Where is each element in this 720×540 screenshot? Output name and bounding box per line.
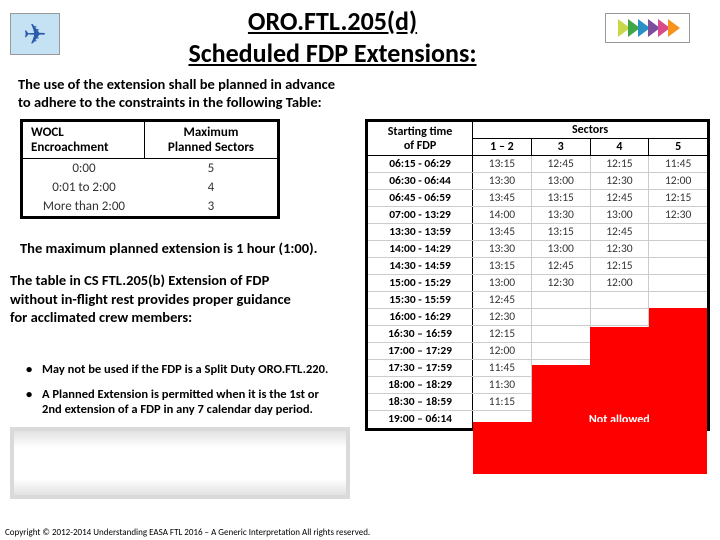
chevron-progress-icon [605,13,690,43]
wocl-header-encroachment: WOCLEncroachment [23,122,145,158]
not-allowed-zone [473,422,707,474]
bullet-highlight-frame [10,427,350,499]
sector-col-header: 3 [532,139,591,155]
cs-ftl-note: The table in CS FTL.205(b) Extension of … [10,271,350,325]
bullet-item: • A Planned Extension is permitted when … [20,387,350,417]
table-row: 0:01 to 2:004 [23,178,277,197]
table-row: 14:00 - 14:2913:3013:0012:30 [368,241,707,258]
table-row: 13:30 - 13:5913:4513:1512:45 [368,224,707,241]
fdp-header-sectors: Sectors [473,122,707,139]
fdp-table: Starting timeof FDP Sectors 1 – 2345 06:… [365,119,710,431]
bullet-dot-icon: • [20,362,42,377]
title-line-2: Scheduled FDP Extensions: [60,37,605,69]
table-row: 15:00 - 15:2913:0012:3012:00 [368,275,707,292]
fdp-header-starting-time: Starting timeof FDP [368,122,473,155]
table-row: 06:15 - 06:2913:1512:4512:1511:45 [368,156,707,173]
table-row: More than 2:003 [23,197,277,216]
max-extension-note: The maximum planned extension is 1 hour … [20,239,350,257]
table-row: 06:45 - 06:5913:4513:1512:4512:15 [368,190,707,207]
table-row: 14:30 - 14:5913:1512:4512:15 [368,258,707,275]
bullet-list: • May not be used if the FDP is a Split … [20,362,350,417]
wocl-header-sectors: MaximumPlanned Sectors [145,122,277,158]
table-row: 15:30 - 15:5912:45 [368,292,707,309]
sector-col-header: 1 – 2 [473,139,532,155]
plane-icon: ✈ [10,13,60,55]
bullet-item: • May not be used if the FDP is a Split … [20,362,350,377]
copyright-notice: Copyright © 2012-2014 Understanding EASA… [5,527,370,538]
table-row: 0:005 [23,159,277,178]
bullet-dot-icon: • [20,387,42,417]
intro-text: The use of the extension shall be planne… [0,69,720,111]
table-row: 07:00 - 13:2914:0013:3013:0012:30 [368,207,707,224]
wocl-table: WOCLEncroachment MaximumPlanned Sectors … [20,119,280,219]
table-row: 06:30 - 06:4413:3013:0012:3012:00 [368,173,707,190]
sector-col-header: 4 [591,139,650,155]
page-title: ORO.FTL.205(d) Scheduled FDP Extensions: [60,5,605,69]
sector-col-header: 5 [649,139,707,155]
title-line-1: ORO.FTL.205(d) [60,5,605,37]
